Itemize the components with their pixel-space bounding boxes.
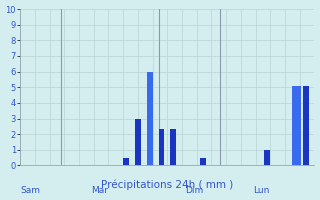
Bar	[200, 158, 205, 165]
Bar	[170, 129, 176, 165]
Bar	[292, 86, 301, 165]
Text: Dim: Dim	[185, 186, 203, 195]
X-axis label: Précipitations 24h ( mm ): Précipitations 24h ( mm )	[101, 179, 234, 190]
Text: Mar: Mar	[91, 186, 108, 195]
Bar	[123, 158, 129, 165]
Bar	[264, 150, 270, 165]
Bar	[147, 72, 153, 165]
Text: Sam: Sam	[20, 186, 40, 195]
Bar	[135, 119, 141, 165]
Bar	[303, 86, 308, 165]
Bar	[158, 129, 164, 165]
Text: Lun: Lun	[253, 186, 269, 195]
